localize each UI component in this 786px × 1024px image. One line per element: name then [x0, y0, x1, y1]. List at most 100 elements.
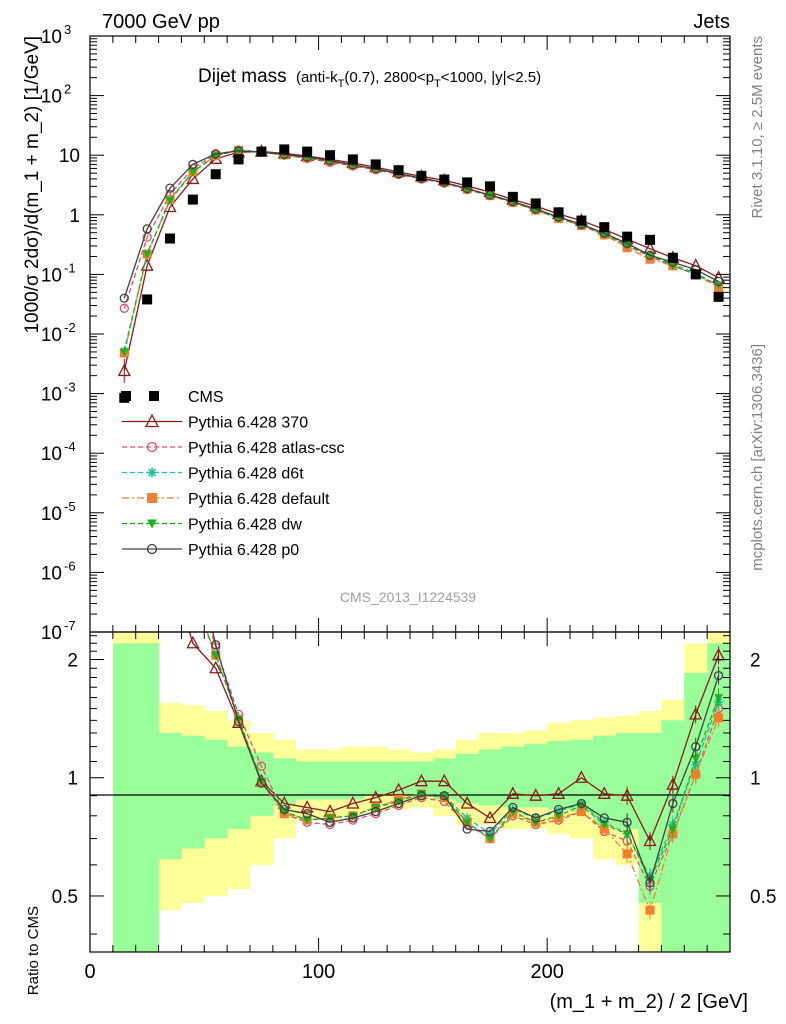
ratio-point — [691, 741, 701, 752]
legend-marker — [149, 391, 159, 401]
cms-point — [690, 269, 701, 280]
top-ytick-label: 10 — [41, 87, 62, 108]
ratio-line-4 — [206, 632, 720, 882]
band-green — [684, 672, 708, 952]
ratio-point — [256, 761, 267, 771]
main-point — [186, 171, 200, 185]
ratio-line-5 — [212, 632, 720, 885]
legend-entry-6: Pythia 6.428 p0 — [122, 542, 299, 559]
bottom-xtick-label: 0 — [84, 961, 95, 983]
cms-point — [462, 177, 473, 188]
ratio-point — [346, 796, 360, 809]
band-green — [272, 758, 297, 806]
ratio-point — [574, 770, 589, 783]
cms-point — [530, 198, 541, 209]
cms-point — [256, 146, 267, 157]
cms-point — [347, 154, 358, 165]
top-ytick-label: 10 — [41, 385, 62, 406]
chart-title-p2: (0.7), 2800<p — [344, 69, 434, 86]
main-point — [119, 348, 129, 357]
cms-point — [142, 294, 153, 305]
top-ytick-exponent: -6 — [64, 558, 76, 573]
cms-point — [645, 234, 655, 245]
bottom-ytick-label-right: 0.5 — [750, 887, 776, 908]
legend: CMS Pythia 6.428 370 Pythia 6.428 atlas-cs… — [121, 389, 345, 559]
ratio-point — [348, 813, 358, 823]
ratio-point — [620, 788, 634, 801]
ratio-point — [553, 804, 564, 815]
band-green — [295, 761, 319, 800]
band-green — [592, 735, 617, 825]
top-ytick-label: 10 — [41, 563, 62, 584]
cms-point — [439, 174, 450, 185]
top-ytick-exponent: -5 — [64, 499, 76, 514]
top-ytick-exponent: 3 — [64, 22, 71, 37]
band-green — [432, 758, 457, 800]
legend-label: Pythia 6.428 p0 — [188, 542, 299, 559]
bottom-ytick-label-left: 2 — [67, 651, 78, 672]
ratio-point — [645, 905, 655, 915]
legend-marker — [147, 493, 157, 503]
ratio-point — [485, 835, 495, 844]
chart-title-s2: T — [434, 78, 441, 90]
ratio-point — [645, 878, 655, 888]
ratio-point — [391, 782, 406, 796]
chart-title: Dijet mass (anti-kT(0.7), 2800<pT<1000, … — [198, 66, 541, 90]
cms-point — [485, 181, 495, 192]
legend-label: Pythia 6.428 d6t — [188, 466, 304, 483]
cms-point — [667, 252, 678, 263]
ratio-point — [460, 796, 474, 809]
ratio-point — [576, 798, 587, 809]
ratio-line-0 — [188, 632, 720, 843]
ratio-point — [256, 778, 267, 788]
ratio-series-5 — [211, 632, 724, 892]
ratio-point — [393, 798, 404, 809]
ratio-point — [462, 824, 472, 834]
band-green — [181, 735, 205, 849]
ratio-point — [506, 786, 520, 799]
band-green — [524, 743, 548, 808]
ratio-point — [233, 716, 244, 727]
legend-entry-4: Pythia 6.428 default — [122, 491, 330, 508]
cms-point — [302, 146, 313, 157]
cms-point — [279, 144, 290, 155]
bottom-xlabel: (m_1 + m_2) / 2 [GeV] — [550, 991, 748, 1013]
band-green — [341, 761, 365, 800]
legend-marker — [146, 441, 158, 453]
ratio-point — [599, 813, 609, 823]
ratio-point — [599, 824, 609, 834]
ratio-point — [597, 786, 611, 799]
main-point — [188, 159, 198, 170]
top-ytick-label: 1 — [69, 206, 80, 227]
ratio-series-group — [186, 632, 726, 920]
band-green — [112, 643, 137, 952]
legend-label: Pythia 6.428 default — [188, 491, 330, 508]
chart-title-p3: <1000, |y|<2.5) — [441, 69, 541, 86]
cms-point — [165, 233, 175, 244]
band-green — [227, 746, 251, 830]
ratio-point — [666, 777, 680, 790]
ratio-point — [622, 817, 632, 827]
bottom-ylabel: Ratio to CMS — [25, 906, 42, 995]
cms-point — [553, 207, 564, 218]
main-point — [211, 149, 221, 159]
legend-marker — [144, 413, 160, 428]
ratio-point — [622, 830, 632, 839]
top-ytick-exponent: -3 — [64, 380, 76, 395]
ratio-point — [437, 773, 451, 787]
ratio-point — [576, 807, 586, 817]
band-green — [547, 741, 571, 810]
bottom-xtick-label: 200 — [530, 961, 563, 983]
ratio-point — [302, 816, 312, 825]
ratio-point — [643, 833, 657, 847]
band-green — [478, 749, 502, 806]
cms-point — [210, 169, 221, 180]
band-green — [410, 761, 434, 796]
main-point — [713, 276, 724, 287]
ratio-point — [369, 790, 383, 803]
ratio-point — [713, 670, 724, 681]
cms-point — [713, 291, 724, 302]
chart-title-s1: T — [338, 78, 345, 90]
top-ytick-exponent: -1 — [64, 260, 76, 275]
